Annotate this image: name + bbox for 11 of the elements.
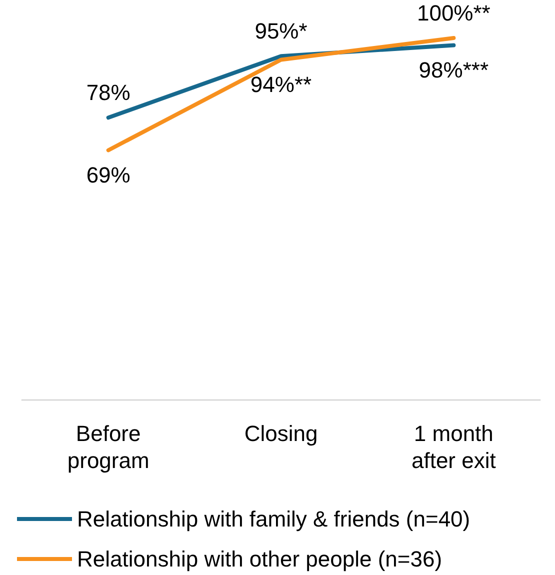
data-label: 69% xyxy=(86,162,130,188)
data-label: 95%* xyxy=(254,18,308,44)
data-label: 98%*** xyxy=(418,58,489,83)
x-tick-label: Before program xyxy=(67,421,150,473)
x-tick-label: 1 month after exit xyxy=(411,421,496,473)
legend-label: Relationship with other people (n=36) xyxy=(77,546,442,572)
data-label: 100%** xyxy=(416,0,491,26)
data-label: 78% xyxy=(86,80,130,106)
data-label: 94%** xyxy=(250,72,312,98)
legend-label: Relationship with family & friends (n=40) xyxy=(77,506,470,532)
x-tick-label: Closing xyxy=(244,421,318,446)
